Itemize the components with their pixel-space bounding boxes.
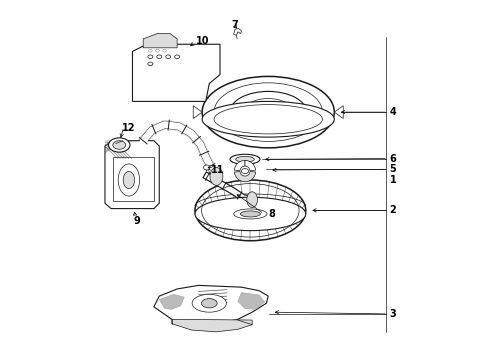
Ellipse shape: [247, 192, 258, 207]
Text: 11: 11: [211, 165, 224, 175]
Text: 7: 7: [232, 19, 238, 30]
Ellipse shape: [202, 102, 334, 137]
Ellipse shape: [236, 157, 254, 162]
Polygon shape: [234, 28, 242, 35]
Ellipse shape: [123, 171, 135, 189]
Ellipse shape: [202, 76, 334, 148]
Text: 8: 8: [268, 209, 275, 219]
Ellipse shape: [242, 168, 248, 174]
Text: 10: 10: [196, 36, 209, 46]
Text: 9: 9: [134, 216, 140, 226]
Wedge shape: [245, 160, 256, 171]
Polygon shape: [154, 285, 268, 327]
Polygon shape: [193, 106, 202, 118]
Text: 12: 12: [122, 123, 135, 133]
Ellipse shape: [203, 165, 210, 170]
Ellipse shape: [241, 211, 260, 217]
Text: 4: 4: [390, 107, 396, 117]
Text: 6: 6: [390, 154, 396, 163]
Wedge shape: [234, 160, 245, 171]
Ellipse shape: [109, 138, 130, 152]
Text: 1: 1: [390, 175, 396, 185]
Text: 5: 5: [390, 164, 396, 174]
Ellipse shape: [255, 105, 281, 119]
Polygon shape: [143, 33, 177, 48]
Polygon shape: [132, 44, 220, 102]
Ellipse shape: [230, 154, 260, 164]
Polygon shape: [105, 141, 159, 208]
Ellipse shape: [192, 294, 226, 312]
Polygon shape: [334, 106, 343, 118]
Text: 3: 3: [390, 309, 396, 319]
Ellipse shape: [195, 197, 306, 231]
Polygon shape: [159, 294, 184, 309]
Ellipse shape: [234, 209, 267, 219]
Text: 2: 2: [390, 205, 396, 215]
Ellipse shape: [201, 298, 217, 308]
Polygon shape: [238, 293, 265, 309]
Ellipse shape: [113, 141, 126, 149]
Ellipse shape: [230, 91, 307, 133]
Ellipse shape: [210, 167, 223, 185]
Wedge shape: [234, 171, 256, 182]
Polygon shape: [172, 319, 252, 332]
